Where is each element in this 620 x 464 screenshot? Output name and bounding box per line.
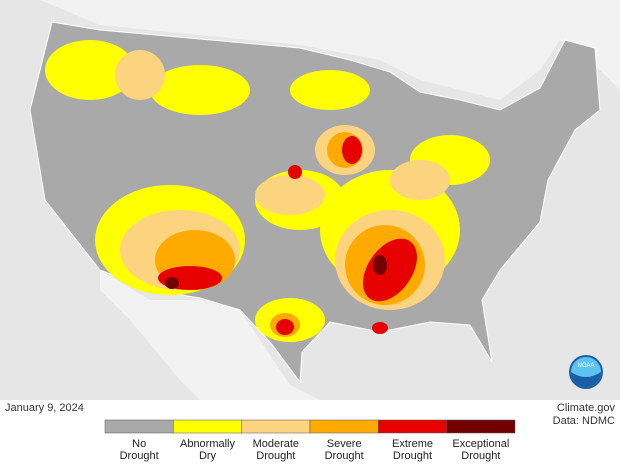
credit: Climate.gov <box>557 402 616 414</box>
legend-swatch <box>104 419 174 434</box>
legend-label: Extreme Drought <box>392 438 433 462</box>
date: January 9, 2024 <box>5 402 84 414</box>
legend-swatch <box>241 419 311 434</box>
legend-label: Moderate Drought <box>253 438 299 462</box>
canada <box>40 0 620 100</box>
legend-label: Abnormally Dry <box>180 438 236 462</box>
legend-swatch <box>446 419 516 434</box>
legend-label: No Drought <box>120 438 159 462</box>
legend: No Drought Abnormally Dry Moderate Drought Sev… <box>104 419 516 462</box>
legend-label: Severe Drought <box>325 438 364 462</box>
legend-swatch <box>378 419 447 434</box>
credit: Data: NDMC <box>553 415 615 427</box>
logo-text: NOAA <box>577 363 594 369</box>
legend-swatch <box>173 419 242 434</box>
mexico <box>100 270 320 400</box>
noaa-logo: NOAA <box>569 355 603 389</box>
us-map <box>29 21 601 384</box>
legend-swatch <box>309 419 379 434</box>
legend-label: Exceptional Drought <box>452 438 509 462</box>
exceptional-drought-areas <box>165 255 387 289</box>
